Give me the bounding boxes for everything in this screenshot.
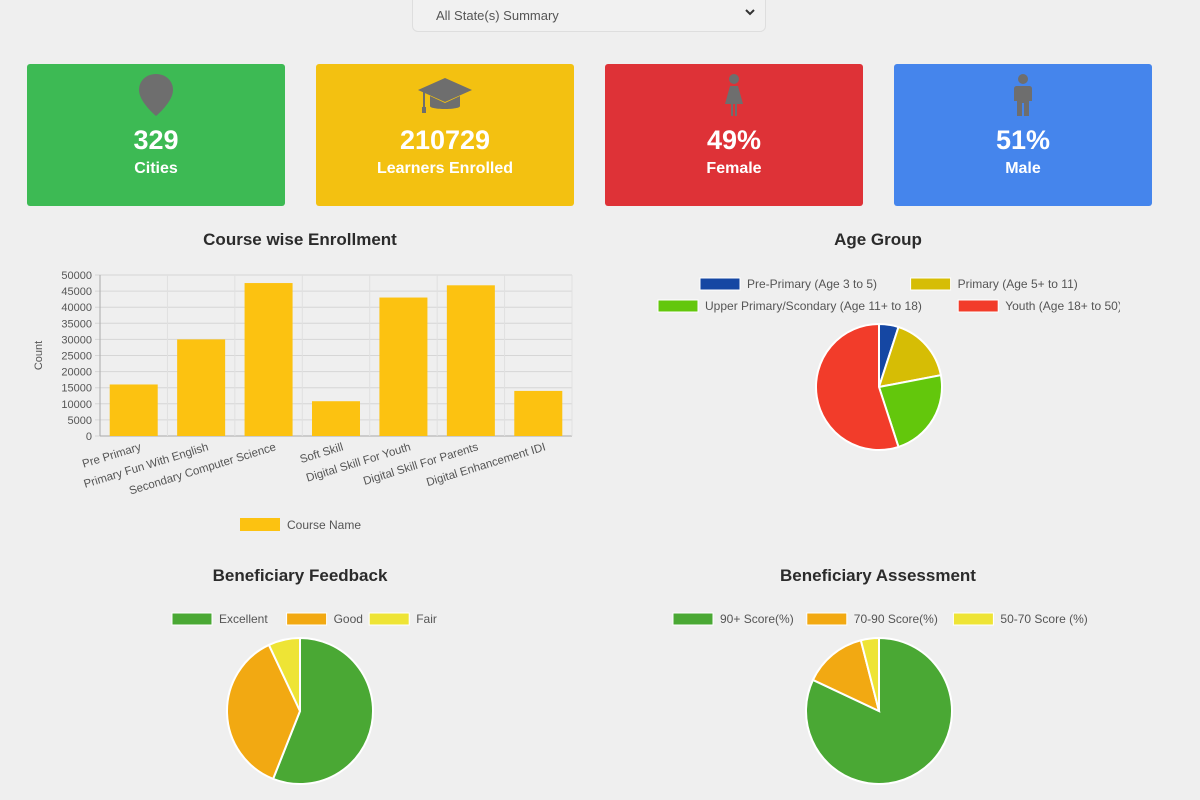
y-tick-label: 30000 <box>61 334 92 346</box>
female-icon <box>725 74 743 116</box>
beneficiary-assessment-title: Beneficiary Assessment <box>780 566 976 585</box>
cities-value: 329 <box>133 125 179 155</box>
legend-label: Fair <box>416 612 437 626</box>
female-card: 49% Female <box>605 64 863 206</box>
beneficiary-assessment-pie-chart: 90+ Score(%) 70-90 Score(%) 50-70 Score (%… <box>672 612 1088 785</box>
pie-slice <box>811 639 881 713</box>
pie-slice <box>877 325 943 389</box>
age-group-pie-chart: Pre-Primary (Age 3 to 5) Primary (Age 5+ … <box>657 277 1120 451</box>
male-card: 51% Male <box>894 64 1152 206</box>
legend-swatch <box>910 277 952 291</box>
chevron-down-icon <box>745 9 755 16</box>
legend-swatch <box>240 518 280 531</box>
y-tick-label: 50000 <box>61 270 92 282</box>
y-tick-label: 20000 <box>61 367 92 379</box>
bar <box>446 285 495 436</box>
cities-label: Cities <box>134 160 178 177</box>
legend-swatch <box>957 299 999 313</box>
male-label: Male <box>1005 160 1041 177</box>
course-enrollment-title: Course wise Enrollment <box>203 230 397 249</box>
legend-label: Upper Primary/Scondary (Age 11+ to 18) <box>705 299 922 313</box>
y-tick-label: 0 <box>86 431 92 443</box>
x-tick-label: Digital Enhancement IDI <box>425 441 547 489</box>
beneficiary-feedback-pie-chart: Excellent Good Fair <box>171 612 437 785</box>
y-tick-label: 45000 <box>61 286 92 298</box>
learners-card: 210729 Learners Enrolled <box>316 64 574 206</box>
legend-label: 70-90 Score(%) <box>854 612 938 626</box>
y-axis-label: Count <box>33 341 45 370</box>
male-icon <box>1014 74 1032 116</box>
state-filter-select[interactable]: All State(s) Summary <box>412 0 766 32</box>
bar <box>312 401 360 436</box>
bar <box>379 297 428 436</box>
pie-slice <box>226 643 302 781</box>
beneficiary-feedback-title: Beneficiary Feedback <box>212 566 388 585</box>
male-value: 51% <box>995 125 1051 155</box>
legend-label: Youth (Age 18+ to 50) <box>1005 299 1120 313</box>
map-pin-icon <box>139 74 173 116</box>
bar <box>109 384 158 436</box>
graduation-cap-icon <box>418 78 472 113</box>
y-tick-label: 5000 <box>68 415 92 427</box>
pie-slice <box>859 636 880 712</box>
female-value: 49% <box>706 125 762 155</box>
legend-swatch <box>368 612 410 626</box>
bar <box>244 283 293 436</box>
legend-label: 50-70 Score (%) <box>1000 612 1087 626</box>
y-tick-label: 40000 <box>61 302 92 314</box>
legend-label: 90+ Score(%) <box>720 612 794 626</box>
legend-swatch <box>806 612 848 626</box>
legend-swatch <box>672 612 714 626</box>
legend-label: Good <box>334 612 363 626</box>
pie-slice <box>267 636 301 712</box>
legend-swatch <box>699 277 741 291</box>
y-tick-label: 25000 <box>61 351 92 363</box>
pie-slice <box>815 322 900 451</box>
pie-slice <box>877 374 943 449</box>
legend-label: Excellent <box>219 612 268 626</box>
y-tick-label: 10000 <box>61 399 92 411</box>
course-enrollment-bar-chart: 0 5000 10000 15000 20000 25000 30000 35000 40000… <box>33 270 573 532</box>
y-tick-label: 35000 <box>61 318 92 330</box>
legend-swatch <box>657 299 699 313</box>
learners-value: 210729 <box>399 125 491 155</box>
pie-slice <box>271 636 374 785</box>
y-tick-label: 15000 <box>61 383 92 395</box>
legend-swatch <box>171 612 213 626</box>
legend-label: Primary (Age 5+ to 11) <box>958 277 1078 291</box>
bar <box>177 339 226 436</box>
state-filter-value: All State(s) Summary <box>436 8 559 23</box>
legend-label: Pre-Primary (Age 3 to 5) <box>747 277 877 291</box>
x-tick-label: Digital Skill For Parents <box>362 441 480 487</box>
cities-card: 329 Cities <box>27 64 285 206</box>
legend-swatch <box>286 612 328 626</box>
bar <box>514 390 563 436</box>
legend-label: Course Name <box>287 518 361 532</box>
age-group-title: Age Group <box>834 230 922 249</box>
learners-label: Learners Enrolled <box>376 160 514 177</box>
legend-swatch <box>952 612 994 626</box>
female-label: Female <box>706 160 762 177</box>
